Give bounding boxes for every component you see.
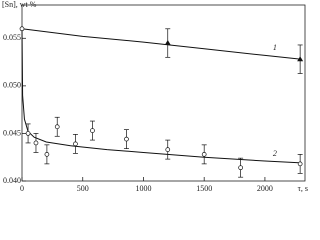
point xyxy=(164,40,171,46)
point xyxy=(124,136,129,142)
y-tick-label: 0.055 xyxy=(3,33,21,42)
y-tick-label: 0.040 xyxy=(3,176,21,185)
point xyxy=(297,56,304,62)
chart: [Sn], wt % τ, s 0.040 0.045 0.050 0.055 0 500… xyxy=(2,0,308,193)
point xyxy=(73,141,78,147)
page: {"chart_data": {"type": "scatter", "y_la… xyxy=(2,0,308,193)
x-tick-label: 1000 xyxy=(135,184,151,193)
point xyxy=(44,152,50,157)
x-tick-label: 1500 xyxy=(196,184,212,193)
point xyxy=(238,165,243,171)
plot-frame xyxy=(21,4,306,182)
point xyxy=(165,147,171,152)
point xyxy=(19,26,25,32)
point xyxy=(90,128,95,133)
y-axis-label: [Sn], wt % xyxy=(2,0,37,9)
x-tick-label: 2000 xyxy=(257,184,273,193)
fit-curve xyxy=(21,28,302,164)
x-axis-label: τ, s xyxy=(298,184,308,193)
point xyxy=(297,161,303,167)
point xyxy=(54,124,60,130)
y-tick-label: 0.050 xyxy=(3,81,21,90)
point xyxy=(201,152,207,157)
curve-label: 2 xyxy=(273,149,277,158)
y-tick-label: 0.045 xyxy=(3,128,21,137)
curve-label: 1 xyxy=(273,43,277,52)
x-tick-label: 0 xyxy=(20,184,24,193)
point xyxy=(25,131,31,136)
x-tick-label: 500 xyxy=(77,184,89,193)
point xyxy=(33,140,39,146)
fit-curve xyxy=(21,28,302,60)
